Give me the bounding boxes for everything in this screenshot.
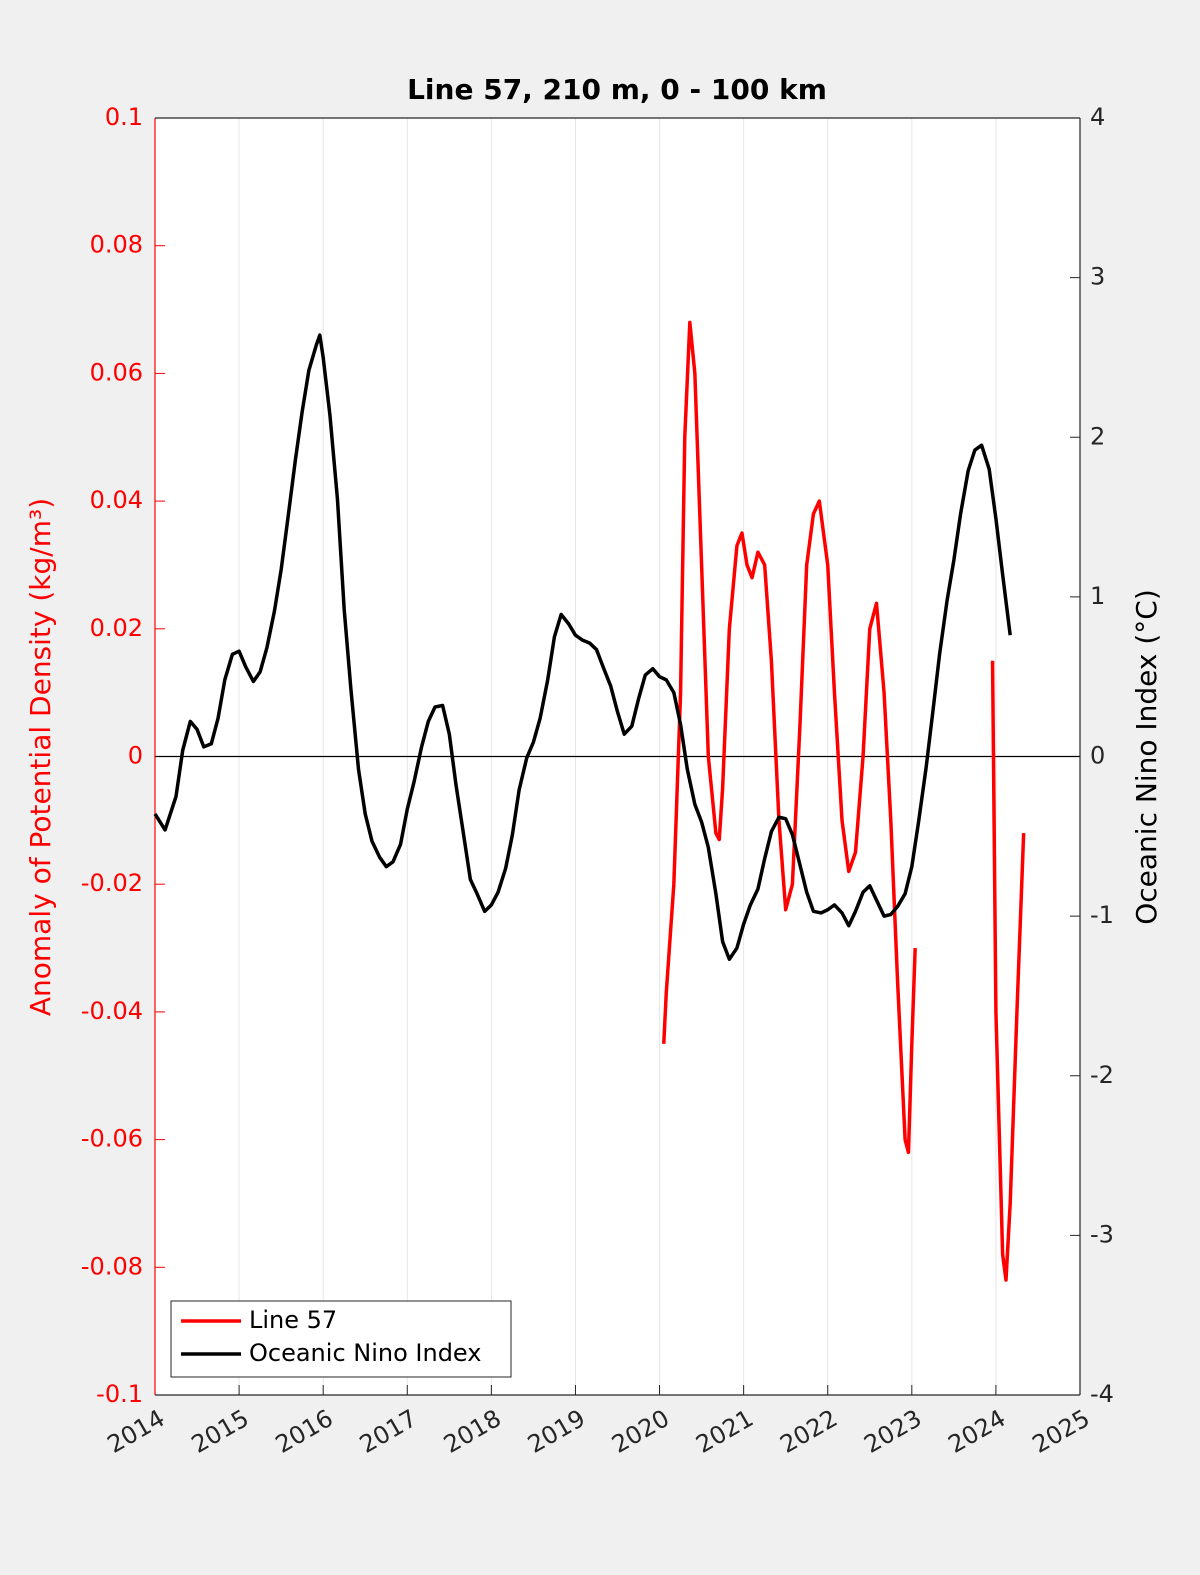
y2-tick-label: 3 <box>1090 263 1105 291</box>
y-tick-label: -0.06 <box>81 1125 143 1153</box>
x-tick-label: 2015 <box>187 1404 254 1459</box>
x-tick-label: 2021 <box>691 1404 758 1459</box>
x-tick-label: 2023 <box>859 1404 926 1459</box>
y-tick-label: -0.02 <box>81 869 143 897</box>
y2-tick-label: -2 <box>1090 1061 1114 1089</box>
x-tick-label: 2018 <box>439 1404 506 1459</box>
legend-label: Oceanic Nino Index <box>249 1339 481 1367</box>
series-line <box>153 333 1012 961</box>
x-tick-label: 2019 <box>523 1404 590 1459</box>
y-tick-label: 0 <box>128 742 143 770</box>
y2-axis-label: Oceanic Nino Index (°C) <box>1130 589 1163 925</box>
y-tick-label: -0.1 <box>96 1380 143 1408</box>
y2-tick-label: 0 <box>1090 742 1105 770</box>
legend-box <box>170 1300 512 1378</box>
y2-tick-label: 1 <box>1090 582 1105 610</box>
x-tick-label: 2020 <box>607 1404 674 1459</box>
y-axis-label: Anomaly of Potential Density (kg/m³) <box>24 498 57 1016</box>
x-tick-label: 2014 <box>103 1404 170 1459</box>
chart-title: Line 57, 210 m, 0 - 100 km <box>407 73 827 106</box>
y-tick-label: -0.04 <box>81 997 143 1025</box>
y2-tick-label: -4 <box>1090 1380 1114 1408</box>
y-tick-label: 0.08 <box>90 231 143 259</box>
y-tick-label: 0.04 <box>90 486 143 514</box>
legend-label: Line 57 <box>249 1306 337 1334</box>
series-line <box>662 320 1026 1282</box>
y2-tick-label: -3 <box>1090 1220 1114 1248</box>
x-tick-label: 2016 <box>271 1404 338 1459</box>
x-tick-label: 2022 <box>775 1404 842 1459</box>
y2-tick-label: 2 <box>1090 422 1105 450</box>
x-tick-label: 2017 <box>355 1404 422 1459</box>
y2-tick-label: 4 <box>1090 103 1105 131</box>
y-tick-label: 0.06 <box>90 358 143 386</box>
x-tick-label: 2025 <box>1028 1404 1095 1459</box>
x-tick-label: 2024 <box>944 1404 1011 1459</box>
y-tick-label: 0.1 <box>105 103 143 131</box>
y-tick-label: -0.08 <box>81 1252 143 1280</box>
y-tick-label: 0.02 <box>90 614 143 642</box>
y2-tick-label: -1 <box>1090 901 1114 929</box>
